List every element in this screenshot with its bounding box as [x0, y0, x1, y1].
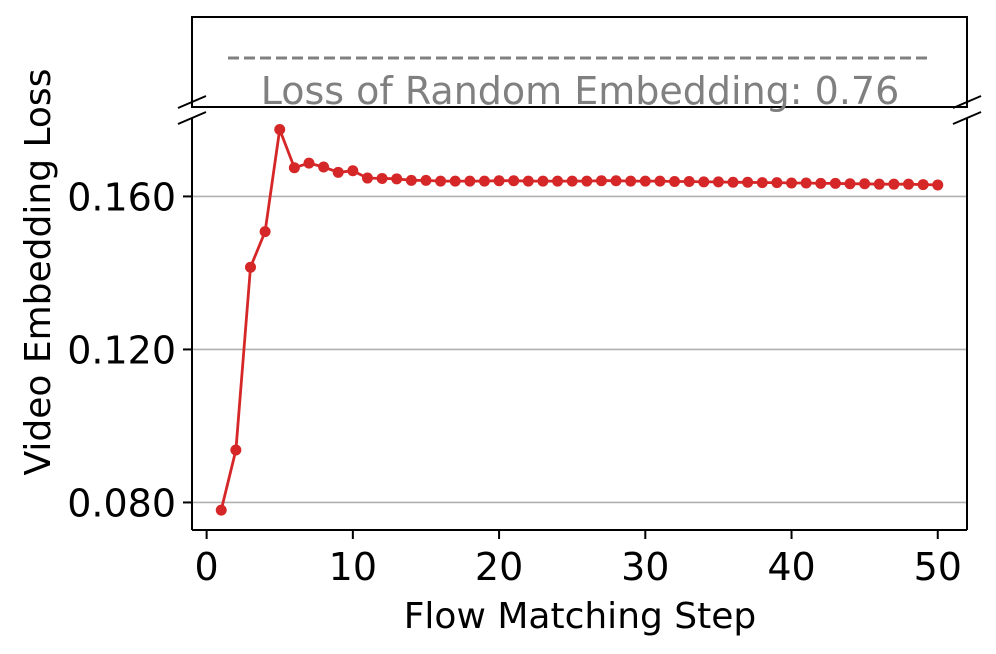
- data-point: [610, 175, 622, 187]
- y-ticks: 0.080 0.120 0.160: [67, 175, 192, 525]
- data-point: [391, 173, 403, 185]
- x-tick-label: 50: [914, 545, 962, 589]
- data-point: [230, 444, 242, 456]
- x-ticks: 0 10 20 30 40 50: [195, 530, 962, 589]
- data-point: [420, 174, 432, 186]
- data-point: [625, 175, 637, 187]
- y-axis-label: Video Embedding Loss: [18, 69, 59, 476]
- data-point: [932, 179, 944, 191]
- data-point: [303, 157, 315, 169]
- data-point: [449, 175, 461, 187]
- x-tick-label: 10: [329, 545, 377, 589]
- data-point: [347, 165, 359, 177]
- data-point: [800, 177, 812, 189]
- data-point: [405, 174, 417, 186]
- reference-line-label: Loss of Random Embedding: 0.76: [261, 69, 900, 113]
- data-point: [566, 175, 578, 187]
- x-tick-label: 0: [195, 545, 219, 589]
- y-tick-label: 0.160: [67, 175, 176, 219]
- data-point: [756, 177, 768, 189]
- axis-break-marks: [177, 95, 982, 125]
- x-tick-label: 40: [767, 545, 815, 589]
- y-grid: [192, 195, 967, 504]
- data-point: [698, 176, 710, 188]
- data-point: [669, 176, 681, 188]
- data-point: [786, 177, 798, 189]
- x-tick-label: 30: [621, 545, 669, 589]
- data-point: [478, 175, 490, 187]
- data-point: [288, 162, 300, 174]
- data-point: [274, 123, 286, 135]
- y-tick-label: 0.120: [67, 328, 176, 372]
- data-point: [215, 504, 227, 516]
- data-point: [917, 179, 929, 191]
- data-point: [581, 175, 593, 187]
- data-point: [464, 175, 476, 187]
- data-point: [903, 178, 915, 190]
- data-point: [859, 178, 871, 190]
- y-tick-label: 0.080: [67, 481, 176, 525]
- data-point: [332, 166, 344, 178]
- data-point: [537, 175, 549, 187]
- data-point: [595, 175, 607, 187]
- data-point: [435, 175, 447, 187]
- data-point: [771, 177, 783, 189]
- series-line: [219, 128, 938, 511]
- data-point: [742, 176, 754, 188]
- data-point: [361, 172, 373, 184]
- data-point: [829, 177, 841, 189]
- data-point: [815, 177, 827, 189]
- top-panel-frame: [191, 16, 968, 108]
- data-point: [654, 175, 666, 187]
- data-point: [522, 175, 534, 187]
- data-point: [727, 176, 739, 188]
- data-point: [712, 176, 724, 188]
- data-point: [888, 178, 900, 190]
- data-point: [552, 175, 564, 187]
- data-point: [844, 178, 856, 190]
- x-axis-label: Flow Matching Step: [404, 596, 757, 637]
- data-point: [639, 175, 651, 187]
- series: [215, 123, 944, 516]
- data-point: [683, 176, 695, 188]
- x-tick-label: 20: [475, 545, 523, 589]
- data-point: [493, 175, 505, 187]
- data-point: [376, 172, 388, 184]
- data-point: [259, 226, 271, 238]
- data-point: [318, 161, 330, 173]
- data-point: [873, 178, 885, 190]
- data-point: [244, 261, 256, 273]
- data-point: [508, 175, 520, 187]
